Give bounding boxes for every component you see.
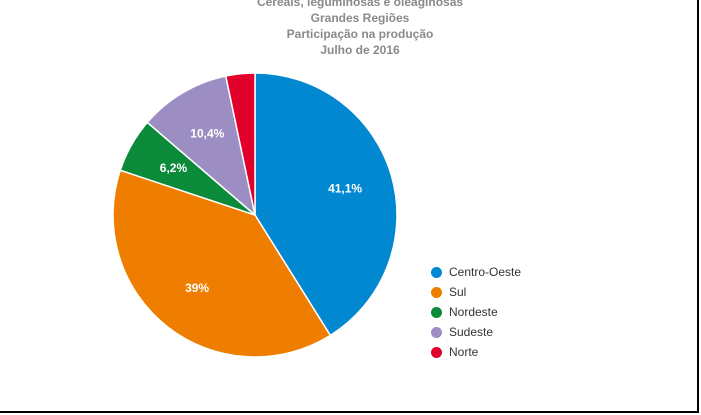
pie-slice-sudeste[interactable] (146, 75, 257, 218)
legend-swatch-nordeste (431, 306, 442, 318)
pie-slice-sul[interactable] (112, 169, 332, 358)
legend-item-sul[interactable]: Sul (431, 282, 521, 302)
data-label-sudeste: 10,4% (190, 127, 224, 141)
legend-label-norte: Norte (449, 345, 479, 359)
data-label-nordeste: 6,2% (160, 161, 188, 175)
data-label-centro-oeste: 41,1% (328, 181, 362, 195)
legend-swatch-sul (431, 286, 442, 298)
legend-label-sudeste: Sudeste (449, 325, 494, 339)
legend-item-centro-oeste[interactable]: Centro-Oeste (431, 262, 521, 282)
title-line-4: Julho de 2016 (320, 43, 400, 57)
legend-label-nordeste: Nordeste (449, 305, 498, 319)
title-line-2: Grandes Regiões (310, 11, 410, 25)
pie-slice-norte[interactable] (224, 72, 256, 216)
legend-label-sul: Sul (449, 285, 467, 299)
chart-title: Cereais, leguminosas e oleaginosas Grand… (160, 0, 560, 58)
legend-swatch-norte (431, 346, 442, 358)
chart-legend: Centro-Oeste Sul Nordeste Sudeste Norte (431, 262, 521, 362)
legend-item-norte[interactable]: Norte (431, 342, 521, 362)
legend-item-nordeste[interactable]: Nordeste (431, 302, 521, 322)
title-line-1: Cereais, leguminosas e oleaginosas (256, 0, 464, 9)
legend-label-centro-oeste: Centro-Oeste (449, 265, 522, 279)
legend-swatch-centro-oeste (431, 266, 442, 278)
legend-item-sudeste[interactable]: Sudeste (431, 322, 521, 342)
pie-slice-centro-oeste[interactable] (254, 72, 398, 337)
legend-swatch-sudeste (431, 326, 442, 338)
data-label-sul: 39% (185, 281, 209, 295)
title-line-3: Participação na produção (286, 27, 434, 41)
